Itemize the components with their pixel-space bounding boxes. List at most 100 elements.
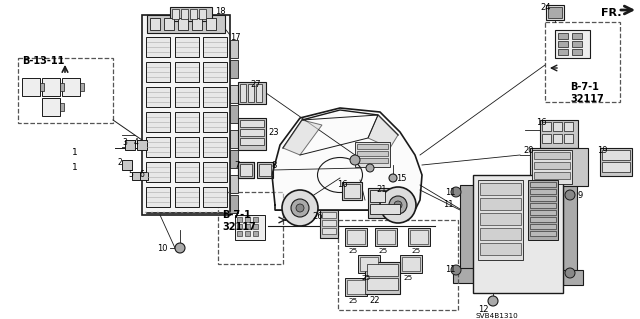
Circle shape: [389, 174, 397, 182]
Circle shape: [565, 268, 575, 278]
Bar: [548, 7, 562, 18]
Bar: [164, 18, 174, 30]
Bar: [147, 15, 225, 33]
Text: 24: 24: [540, 3, 550, 12]
Bar: [60, 83, 64, 91]
Bar: [146, 212, 226, 213]
Bar: [80, 83, 84, 91]
Bar: [253, 224, 258, 229]
Bar: [402, 257, 420, 271]
Bar: [460, 185, 475, 280]
Bar: [365, 262, 400, 294]
Bar: [542, 122, 551, 131]
Bar: [558, 33, 568, 39]
Bar: [530, 224, 556, 229]
Bar: [175, 87, 199, 107]
Circle shape: [175, 243, 185, 253]
Text: B-7-1
32117: B-7-1 32117: [222, 210, 256, 232]
Text: 1: 1: [72, 163, 77, 172]
Bar: [542, 134, 551, 143]
Bar: [534, 172, 570, 179]
Bar: [150, 18, 160, 30]
Bar: [230, 105, 238, 123]
Text: 1: 1: [72, 148, 77, 157]
Polygon shape: [272, 108, 422, 210]
Bar: [375, 228, 397, 246]
Bar: [235, 215, 265, 240]
Bar: [181, 9, 188, 19]
Text: SVB4B1310: SVB4B1310: [475, 313, 518, 319]
Bar: [240, 120, 264, 127]
Bar: [322, 220, 336, 226]
Bar: [259, 164, 271, 176]
Bar: [146, 37, 170, 57]
Bar: [230, 150, 238, 168]
Text: 12: 12: [478, 305, 488, 314]
Polygon shape: [283, 120, 322, 155]
Bar: [358, 255, 380, 273]
Bar: [553, 134, 562, 143]
Bar: [347, 230, 365, 244]
Bar: [237, 217, 242, 222]
Text: 25: 25: [403, 275, 412, 281]
Bar: [172, 9, 179, 19]
Bar: [530, 189, 556, 194]
Circle shape: [488, 296, 498, 306]
Bar: [257, 162, 273, 178]
Bar: [367, 278, 398, 290]
Bar: [528, 180, 558, 240]
Circle shape: [451, 187, 461, 197]
Bar: [602, 162, 630, 172]
Circle shape: [565, 190, 575, 200]
Bar: [175, 62, 199, 82]
Bar: [553, 122, 562, 131]
Bar: [42, 78, 60, 96]
Bar: [357, 144, 388, 149]
Bar: [546, 5, 564, 20]
Bar: [367, 264, 398, 276]
Bar: [137, 140, 147, 150]
Bar: [532, 150, 572, 184]
Bar: [563, 270, 583, 285]
Bar: [572, 33, 582, 39]
Text: 16: 16: [337, 180, 348, 189]
Text: 11: 11: [445, 188, 456, 197]
Bar: [170, 7, 212, 21]
Bar: [132, 172, 140, 180]
Bar: [248, 84, 254, 102]
Bar: [230, 40, 238, 58]
Text: 15: 15: [396, 174, 406, 183]
Circle shape: [451, 265, 461, 275]
Bar: [480, 213, 521, 225]
Text: 23: 23: [268, 128, 278, 137]
Text: 17: 17: [230, 33, 241, 42]
Text: 7: 7: [234, 161, 239, 170]
Bar: [230, 85, 238, 103]
Text: 8: 8: [271, 161, 276, 170]
Bar: [238, 118, 266, 150]
Circle shape: [380, 187, 416, 223]
Bar: [368, 188, 403, 218]
Bar: [245, 217, 250, 222]
Bar: [480, 198, 521, 210]
Bar: [238, 162, 254, 178]
Bar: [230, 60, 238, 78]
Bar: [60, 103, 64, 111]
Bar: [355, 142, 390, 167]
Circle shape: [350, 155, 360, 165]
Bar: [563, 185, 577, 280]
Bar: [203, 87, 227, 107]
Bar: [572, 49, 582, 55]
Text: 25: 25: [348, 248, 357, 254]
Bar: [530, 196, 556, 201]
Bar: [237, 231, 242, 236]
Bar: [410, 230, 428, 244]
Bar: [344, 184, 360, 198]
Bar: [338, 220, 458, 310]
Bar: [322, 228, 336, 234]
Bar: [400, 255, 422, 273]
Bar: [320, 210, 338, 238]
Bar: [230, 130, 238, 148]
Bar: [192, 18, 202, 30]
Bar: [564, 122, 573, 131]
